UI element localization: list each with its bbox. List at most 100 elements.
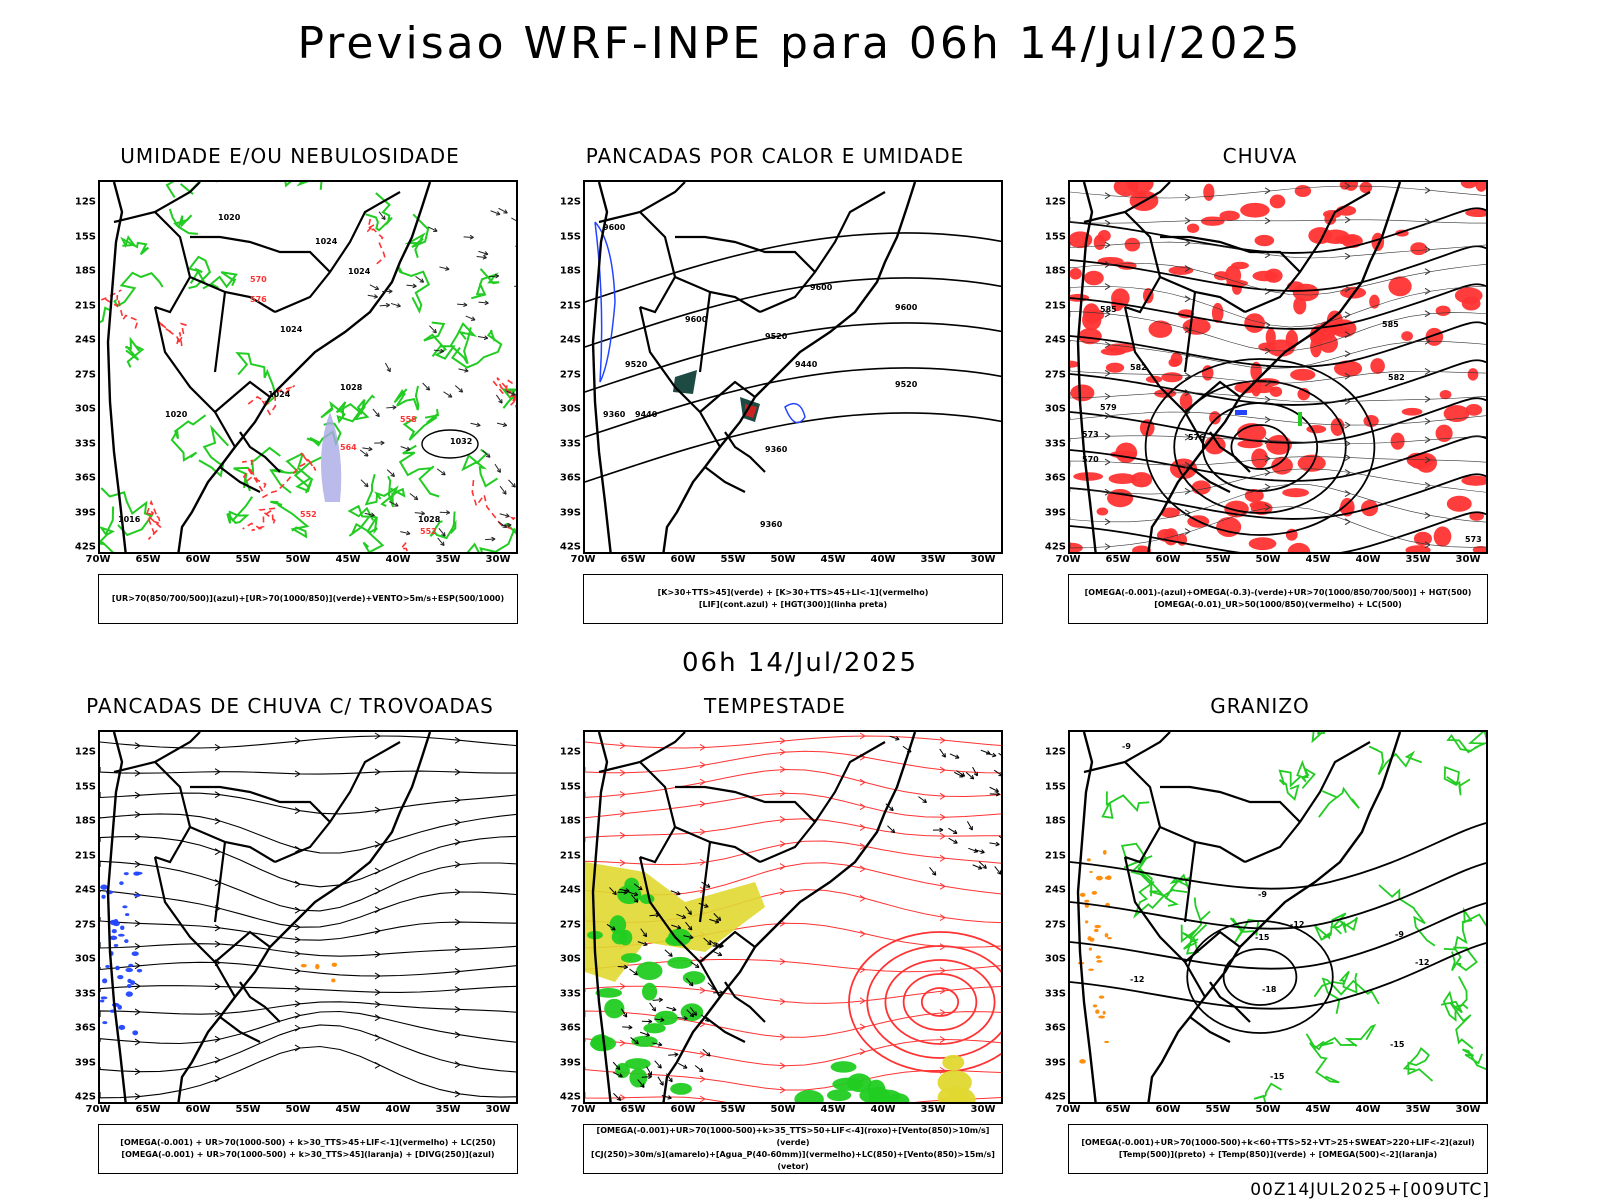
humidity-contour-green <box>501 388 516 409</box>
wind-vector <box>454 385 464 393</box>
wind850-vector <box>676 913 686 919</box>
lif-contour-blue <box>594 221 616 383</box>
contour-label: 573 <box>1465 535 1482 544</box>
wind850-vector <box>609 887 617 896</box>
lat-tick-label: 33S <box>559 438 581 449</box>
wind-vector <box>498 207 508 214</box>
contour-label: 1028 <box>340 383 363 392</box>
lc250-streamline-arrow <box>294 1000 301 1008</box>
lc850-streamline-arrow <box>779 998 786 1006</box>
lc500-streamline-arrow <box>1104 488 1111 496</box>
lc850-streamline <box>585 840 1001 867</box>
wind-vector <box>409 493 419 501</box>
wind-vector <box>368 446 373 452</box>
omega500-area-orange <box>1088 968 1094 971</box>
wind850-vector <box>677 1017 688 1020</box>
lc850-streamline-arrow <box>939 914 946 922</box>
panel-legend: [OMEGA(-0.001)+UR>70(1000-500)+k<60+TTS>… <box>1068 1124 1488 1174</box>
lat-tick-label: 12S <box>1044 746 1066 758</box>
contour-label: -12 <box>1415 958 1429 967</box>
wind-vector <box>494 463 501 473</box>
rain-area-red <box>1282 488 1310 498</box>
lat-tick-label: 24S <box>559 334 581 346</box>
rain-area-red <box>1083 270 1104 286</box>
legend-line-1: [OMEGA(-0.001)-(azul)+OMEGA(-0.3)-(verde… <box>1084 588 1472 597</box>
lc500-streamline-arrow <box>1424 417 1431 425</box>
humidity-contour-green <box>293 452 322 494</box>
lat-tick-label: 12S <box>74 196 96 208</box>
lc500-streamline-arrow <box>1344 216 1351 224</box>
lc250-streamline-arrow <box>294 845 301 853</box>
rain-area-red <box>1251 448 1268 469</box>
wind-vector <box>495 211 501 216</box>
wind850-area-green <box>680 1003 704 1021</box>
rain-area-red <box>1203 183 1215 201</box>
lc500-streamline-arrow <box>1104 432 1111 440</box>
omega-area-blue <box>1235 410 1247 415</box>
contour-label: -15 <box>1270 1072 1285 1081</box>
lat-tick-label: 39S <box>1044 1057 1066 1068</box>
lon-tick-label: 55W <box>720 554 746 565</box>
thickness-contour-red <box>145 499 162 540</box>
wind-vector <box>390 472 395 478</box>
wind-vector <box>499 485 507 495</box>
wind-vector <box>476 255 487 259</box>
humidity-contour-green <box>187 255 212 290</box>
rain-area-red <box>1435 305 1451 317</box>
wind850-vector <box>994 866 1001 875</box>
lc500-streamline-arrow <box>1184 528 1191 535</box>
wind-vector <box>484 300 489 306</box>
rain-area-red <box>1115 442 1138 464</box>
lon-tick-label: 50W <box>285 554 311 565</box>
contour-label: 1032 <box>450 437 472 446</box>
wind850-vector <box>895 736 900 741</box>
wind850-vector <box>955 754 960 759</box>
lc250-streamline-arrow <box>454 736 461 744</box>
rain-area-red <box>1321 229 1350 244</box>
lc850-streamline-arrow <box>699 800 706 808</box>
rain-area-red <box>1469 511 1484 521</box>
lc500-streamline-arrow <box>1264 395 1271 403</box>
wind-vector <box>501 524 512 527</box>
k-tts-area-green <box>673 370 697 394</box>
lat-tick-label: 39S <box>1044 507 1066 518</box>
lon-tick-label: 45W <box>1305 554 1331 565</box>
lc500-streamline-arrow <box>1424 218 1431 226</box>
lon-tick-label: 60W <box>1155 554 1181 565</box>
lc850-streamline-arrow <box>939 832 946 840</box>
lon-tick-label: 55W <box>1205 1104 1231 1115</box>
wind850-vector <box>953 839 958 844</box>
omega500-area-orange <box>1091 890 1098 895</box>
temp850-contour-green <box>1311 732 1325 744</box>
wind850-vector <box>643 941 648 947</box>
lon-tick-label: 40W <box>870 1104 896 1115</box>
lat-tick-label: 27S <box>1044 369 1066 380</box>
wind850-vector <box>687 910 692 916</box>
wind-vector <box>496 422 507 426</box>
wind850-vector <box>622 1013 628 1018</box>
divergence-area-blue <box>100 884 108 890</box>
rain-area-red <box>1322 326 1350 335</box>
thickness-contour-red <box>505 389 516 409</box>
panel-title: PANCADAS POR CALOR E UMIDADE <box>585 144 965 168</box>
lc500-streamline-arrow <box>1424 482 1431 489</box>
rain-area-red <box>1186 223 1200 233</box>
lat-tick-label: 21S <box>1044 300 1066 311</box>
lc500-streamline-arrow <box>1184 372 1191 380</box>
lon-tick-label: 35W <box>1405 1104 1431 1115</box>
lc500-streamline-arrow <box>1184 389 1191 397</box>
lat-tick-label: 21S <box>74 300 96 311</box>
rain-area-red <box>1359 182 1373 194</box>
temp850-contour-green <box>1296 759 1316 789</box>
wind850-vector <box>716 916 722 922</box>
lon-tick-label: 65W <box>135 554 161 565</box>
lat-tick-label: 42S <box>559 1091 581 1103</box>
hgt300-contour <box>585 412 1001 483</box>
omega500-area-orange <box>1102 849 1107 855</box>
lon-tick-label: 55W <box>235 1104 261 1115</box>
lat-tick-label: 12S <box>1044 196 1066 208</box>
rain-area-red <box>1070 384 1095 402</box>
wind850-vector <box>994 788 1000 793</box>
wind-vector <box>384 362 391 372</box>
lc250-streamline <box>100 735 516 749</box>
